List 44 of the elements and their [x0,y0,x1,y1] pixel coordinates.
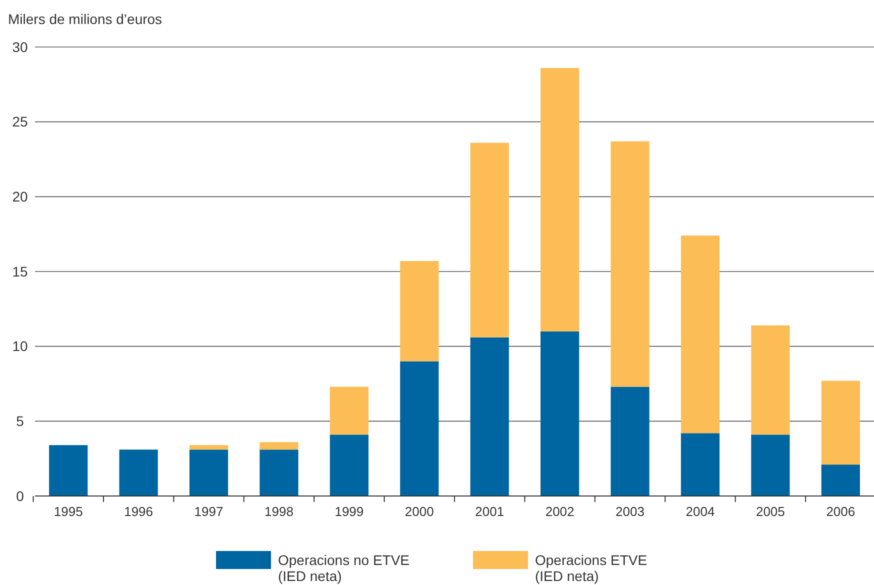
bar [49,445,88,496]
bar [260,442,298,450]
y-tick-label: 10 [12,338,28,354]
bar [751,434,790,496]
bar [680,236,720,434]
x-tick-label: 2004 [686,504,715,519]
bar [189,445,228,450]
bar [680,433,720,496]
bar [610,141,650,387]
bar [189,450,228,496]
bar [540,331,580,496]
x-tick-label: 1996 [124,504,154,519]
x-tick-label: 2006 [826,504,856,519]
bar [400,261,439,362]
bar [330,386,368,435]
bar [470,142,509,338]
bar [330,434,368,496]
x-tick-label: 2003 [616,504,644,519]
legend-label: Operacions ETVE (IED neta) [535,552,648,584]
bar [610,386,650,496]
bar [821,380,860,465]
y-tick-label: 5 [16,413,24,430]
x-tick-label: 2002 [545,504,574,519]
y-tick-label: 20 [12,188,28,205]
legend-label: Operacions no ETVE (IED neta) [278,552,410,584]
y-tick-label: 30 [12,38,28,55]
bar [400,361,439,496]
bar [751,325,790,435]
bar [119,450,158,496]
y-axis-title: Milers de milions d’euros [8,11,162,27]
x-tick-label: 2001 [475,504,504,519]
x-tick-label: 1998 [264,504,294,519]
bar [260,450,298,496]
x-tick-label: 2000 [404,504,434,519]
bar [540,68,580,332]
y-tick-label: 0 [16,488,24,504]
x-tick-label: 1997 [194,504,224,519]
y-tick-label: 15 [12,263,28,280]
x-tick-label: 1995 [54,504,83,519]
x-tick-label: 1999 [334,504,364,519]
y-tick-label: 25 [12,114,28,130]
bar [821,464,860,496]
bar [470,337,509,496]
x-tick-label: 2005 [756,504,785,519]
